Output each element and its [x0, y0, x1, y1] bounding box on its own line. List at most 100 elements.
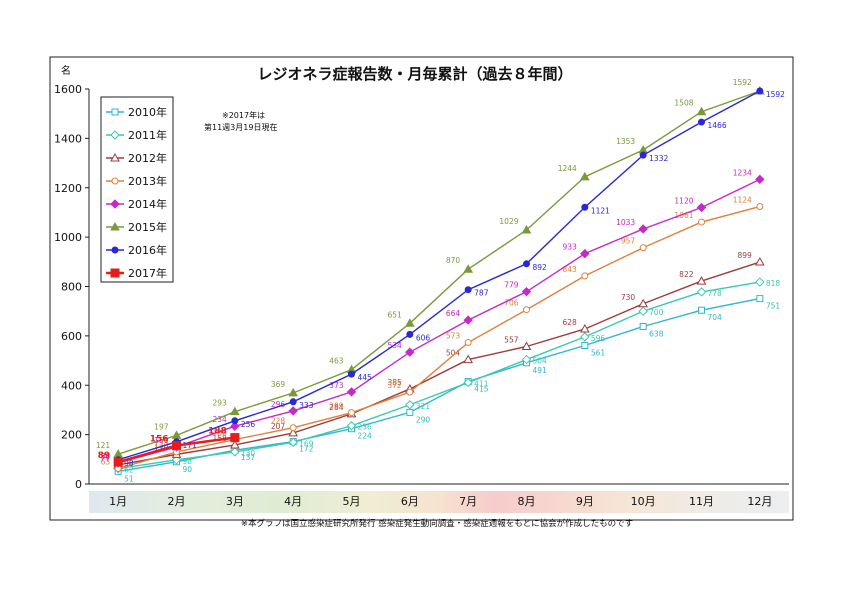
y-tick-label: 1200: [54, 182, 82, 195]
data-point: [405, 400, 415, 410]
data-point: [230, 447, 240, 457]
data-point: [288, 387, 299, 397]
data-point: [111, 246, 119, 254]
x-tick-label: 1月: [109, 495, 127, 508]
data-label: 445: [358, 373, 373, 382]
data-label: 51: [124, 474, 134, 483]
data-point: [696, 202, 707, 213]
data-label: 120: [154, 443, 169, 452]
x-tick-label: 6月: [401, 495, 419, 508]
data-label: 224: [358, 432, 373, 441]
data-point: [639, 244, 647, 252]
data-point: [581, 203, 589, 211]
data-label: 98: [124, 459, 134, 468]
data-point: [463, 354, 474, 364]
legend-label: 2014年: [128, 197, 167, 211]
note-2017: ※2017年は第11週3月19日現在: [204, 110, 277, 132]
data-point: [521, 354, 532, 365]
data-label: 1332: [649, 154, 668, 163]
x-tick-label: 7月: [459, 495, 477, 508]
data-label: 700: [649, 308, 664, 317]
data-point: [521, 224, 532, 234]
data-label: 1120: [674, 197, 693, 206]
data-label: 638: [649, 329, 664, 338]
data-point: [463, 264, 474, 273]
data-point: [755, 174, 765, 185]
data-point: [110, 199, 120, 209]
y-tick-label: 1400: [54, 132, 82, 145]
data-label: 373: [329, 381, 344, 390]
data-point: [110, 130, 120, 140]
data-point: [110, 221, 120, 231]
data-label: 751: [766, 302, 781, 311]
data-label: 1234: [733, 168, 752, 177]
data-point: [756, 87, 764, 95]
data-label: 1353: [616, 137, 635, 146]
data-label: 1508: [674, 99, 693, 108]
x-tick-label: 12月: [747, 495, 772, 508]
data-point: [698, 218, 705, 226]
data-point: [754, 257, 765, 266]
legend: 2010年 2011年 2012年 2013年 2014年 2015年 2016年 2017年: [100, 96, 174, 283]
data-point: [581, 342, 589, 350]
data-point: [113, 457, 123, 467]
data-point: [464, 286, 472, 294]
x-tick-label: 8月: [518, 495, 536, 508]
data-point: [581, 272, 589, 280]
data-label: 86: [101, 452, 111, 461]
x-tick-label: 5月: [343, 495, 361, 508]
data-point: [521, 341, 532, 350]
series-2013年: 63 130 180 228 289 372 573 706 843 957 1061 1124: [101, 196, 764, 472]
data-label: 207: [271, 422, 286, 431]
series-line: [117, 90, 761, 461]
data-point: [696, 106, 707, 116]
data-point: [523, 260, 530, 268]
x-tick-label: 2月: [168, 495, 186, 508]
month-band: [89, 491, 789, 513]
data-label: 1033: [616, 218, 635, 227]
data-label: 491: [533, 366, 548, 375]
data-point: [579, 171, 590, 181]
data-label: 411: [474, 380, 489, 389]
data-label: 822: [679, 270, 694, 279]
data-point: [756, 203, 764, 211]
data-label: 787: [474, 289, 489, 298]
data-point: [346, 421, 357, 431]
data-point: [638, 298, 649, 308]
data-label: 296: [271, 400, 286, 409]
data-point: [463, 315, 473, 325]
data-label: 293: [213, 399, 228, 408]
legend-label: 2012年: [128, 151, 167, 165]
data-label: 504: [533, 357, 548, 366]
data-point: [404, 318, 415, 327]
data-point: [579, 323, 590, 333]
x-tick-label: 10月: [631, 495, 656, 508]
series-line: [118, 261, 761, 466]
data-point: [289, 398, 297, 406]
data-label: 1592: [733, 78, 752, 87]
data-point: [698, 306, 705, 314]
data-label: 121: [96, 441, 111, 450]
legend-label: 2011年: [128, 128, 167, 142]
data-label: 1466: [708, 121, 727, 130]
data-label: 77: [101, 454, 111, 463]
data-label: 778: [708, 289, 723, 298]
data-point: [756, 295, 764, 303]
data-label: 779: [504, 281, 519, 290]
data-label: 171: [183, 441, 198, 450]
data-point: [406, 408, 414, 416]
x-tick-label: 4月: [284, 495, 302, 508]
data-point: [229, 439, 240, 449]
data-label: 573: [446, 332, 461, 341]
data-label: 1061: [674, 211, 693, 220]
legend-label: 2017年: [128, 266, 167, 280]
data-label: 1121: [591, 206, 610, 215]
axes: 0 200 400 600 800 1000 1200 1400 1600 1月 2月 3月 4月 5月 6…: [54, 83, 789, 508]
data-label: 137: [241, 453, 256, 462]
data-label: 228: [271, 417, 286, 426]
data-label: 504: [446, 349, 461, 358]
data-label: 62: [124, 466, 134, 475]
data-label: 957: [621, 237, 636, 246]
